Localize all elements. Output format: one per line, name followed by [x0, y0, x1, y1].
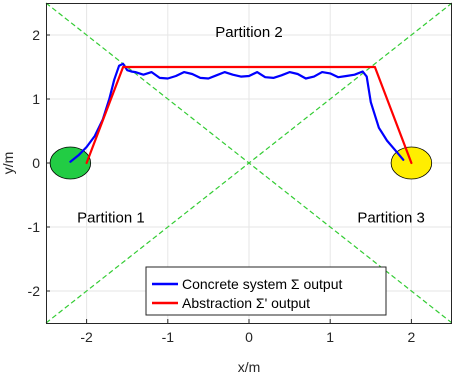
y-tick-label: -1 [28, 219, 41, 235]
legend-label-concrete: Concrete system Σ output [182, 276, 343, 292]
partition-boundary-1 [45, 2, 452, 324]
y-axis-label: y/m [0, 152, 16, 175]
x-tick-label: -2 [80, 329, 93, 345]
series-lines [69, 62, 413, 165]
y-tick-label: -2 [28, 283, 41, 299]
x-axis-label: x/m [238, 359, 261, 375]
annotation-partition-3: Partition 3 [357, 209, 425, 226]
series-line-concrete [69, 62, 405, 163]
annotation-partition-2: Partition 2 [215, 24, 283, 41]
x-tick-label: 0 [245, 329, 253, 345]
y-tick-label: 1 [32, 91, 40, 107]
y-tick-label: 0 [32, 155, 40, 171]
partition-boundaries [45, 2, 452, 324]
x-tick-label: -1 [162, 329, 175, 345]
start-region-circle [49, 146, 92, 180]
x-tick-label: 1 [326, 329, 334, 345]
series-line-abstraction [85, 65, 413, 165]
x-tick-label: 2 [408, 329, 416, 345]
legend: Concrete system Σ output Abstraction Σ' … [145, 266, 387, 316]
annotation-partition-1: Partition 1 [77, 209, 145, 226]
legend-box [145, 266, 387, 316]
axis-ticks: -2 -1 0 1 2 -2 -1 0 1 2 [28, 27, 416, 345]
y-tick-label: 2 [32, 27, 40, 43]
legend-label-abstraction: Abstraction Σ' output [182, 295, 310, 311]
